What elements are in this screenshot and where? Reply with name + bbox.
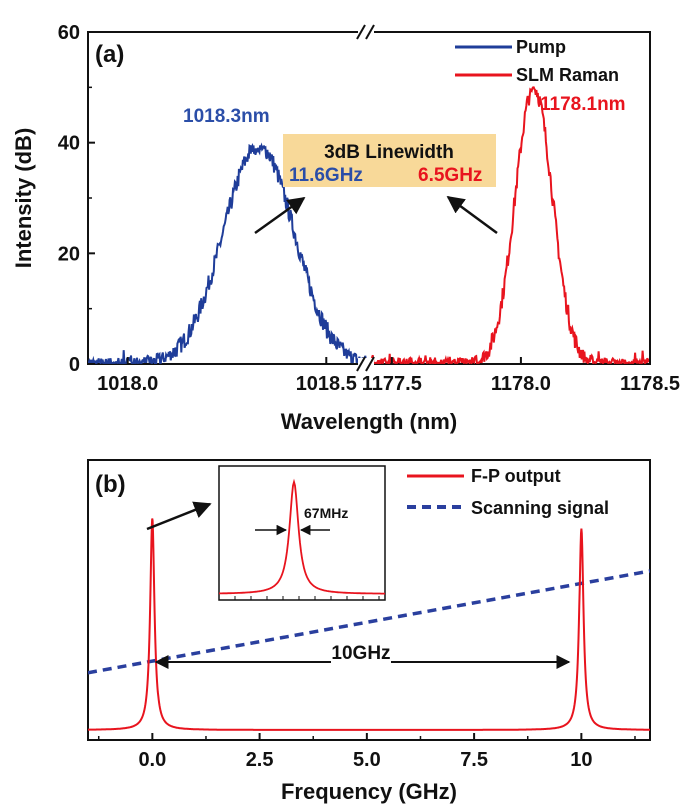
raman-spectrum-line	[366, 86, 650, 364]
pump-linewidth-value: 11.6GHz	[289, 165, 363, 186]
a-ytick-label: 40	[58, 133, 80, 155]
a-xlabel: Wavelength (nm)	[281, 409, 457, 434]
legend-pump-label: Pump	[516, 37, 566, 57]
legend-a: Pump SLM Raman	[455, 37, 619, 85]
fsr-label: 10GHz	[331, 643, 390, 664]
a-ytick-label: 0	[69, 354, 80, 376]
panel-b: 0.0 2.5 5.0 7.5 10 (b) F-P output Scanning s…	[87, 459, 651, 804]
legend-raman-label: SLM Raman	[516, 65, 619, 85]
inset-lorentzian-line	[219, 478, 385, 595]
legend-scan-label: Scanning signal	[471, 498, 609, 518]
raman-linewidth-value: 6.5GHz	[418, 165, 482, 186]
b-xlabel: Frequency (GHz)	[281, 779, 457, 804]
raman-arrow	[446, 195, 498, 235]
a-xtick-label: 1178.0	[491, 373, 551, 395]
fp-output-line	[88, 518, 650, 731]
a-ytick-label: 20	[58, 243, 80, 265]
b-xtick-label: 10	[570, 749, 592, 771]
b-xtick-label: 7.5	[460, 749, 488, 771]
axis-break-bottom	[356, 356, 375, 372]
linewidth-box: 3dB Linewidth 11.6GHz 6.5GHz	[283, 134, 496, 187]
inset-pointer-arrow	[146, 501, 212, 531]
panel-a-label: (a)	[95, 41, 124, 68]
a-ytick-label: 60	[58, 22, 80, 44]
panel-b-label: (b)	[95, 471, 126, 498]
pump-arrow	[254, 196, 306, 235]
panel-a: 0 20 40 60 1018.0 1018.5 1177.5 1178.0 1178.5 (…	[11, 22, 680, 434]
a-ylabel: Intensity (dB)	[11, 128, 36, 269]
pump-peak-label: 1018.3nm	[183, 106, 270, 127]
axis-break-top	[356, 24, 375, 40]
a-xtick-label: 1178.5	[620, 373, 680, 395]
raman-peak-label: 1178.1nm	[540, 94, 626, 115]
a-xtick-label: 1018.0	[97, 373, 158, 395]
legend-b: F-P output Scanning signal	[407, 466, 609, 518]
inset: 67MHz	[218, 465, 386, 601]
inset-frame	[218, 465, 386, 601]
legend-fp-label: F-P output	[471, 466, 561, 486]
panel-b-frame	[87, 459, 651, 741]
a-xtick-label: 1177.5	[362, 373, 422, 395]
linewidth-box-title: 3dB Linewidth	[324, 142, 454, 163]
a-xtick-label: 1018.5	[296, 373, 357, 395]
b-xtick-label: 0.0	[138, 749, 166, 771]
pump-spectrum-line	[88, 142, 367, 364]
b-xtick-label: 5.0	[353, 749, 381, 771]
b-xtick-label: 2.5	[246, 749, 274, 771]
inset-linewidth-label: 67MHz	[304, 505, 348, 521]
